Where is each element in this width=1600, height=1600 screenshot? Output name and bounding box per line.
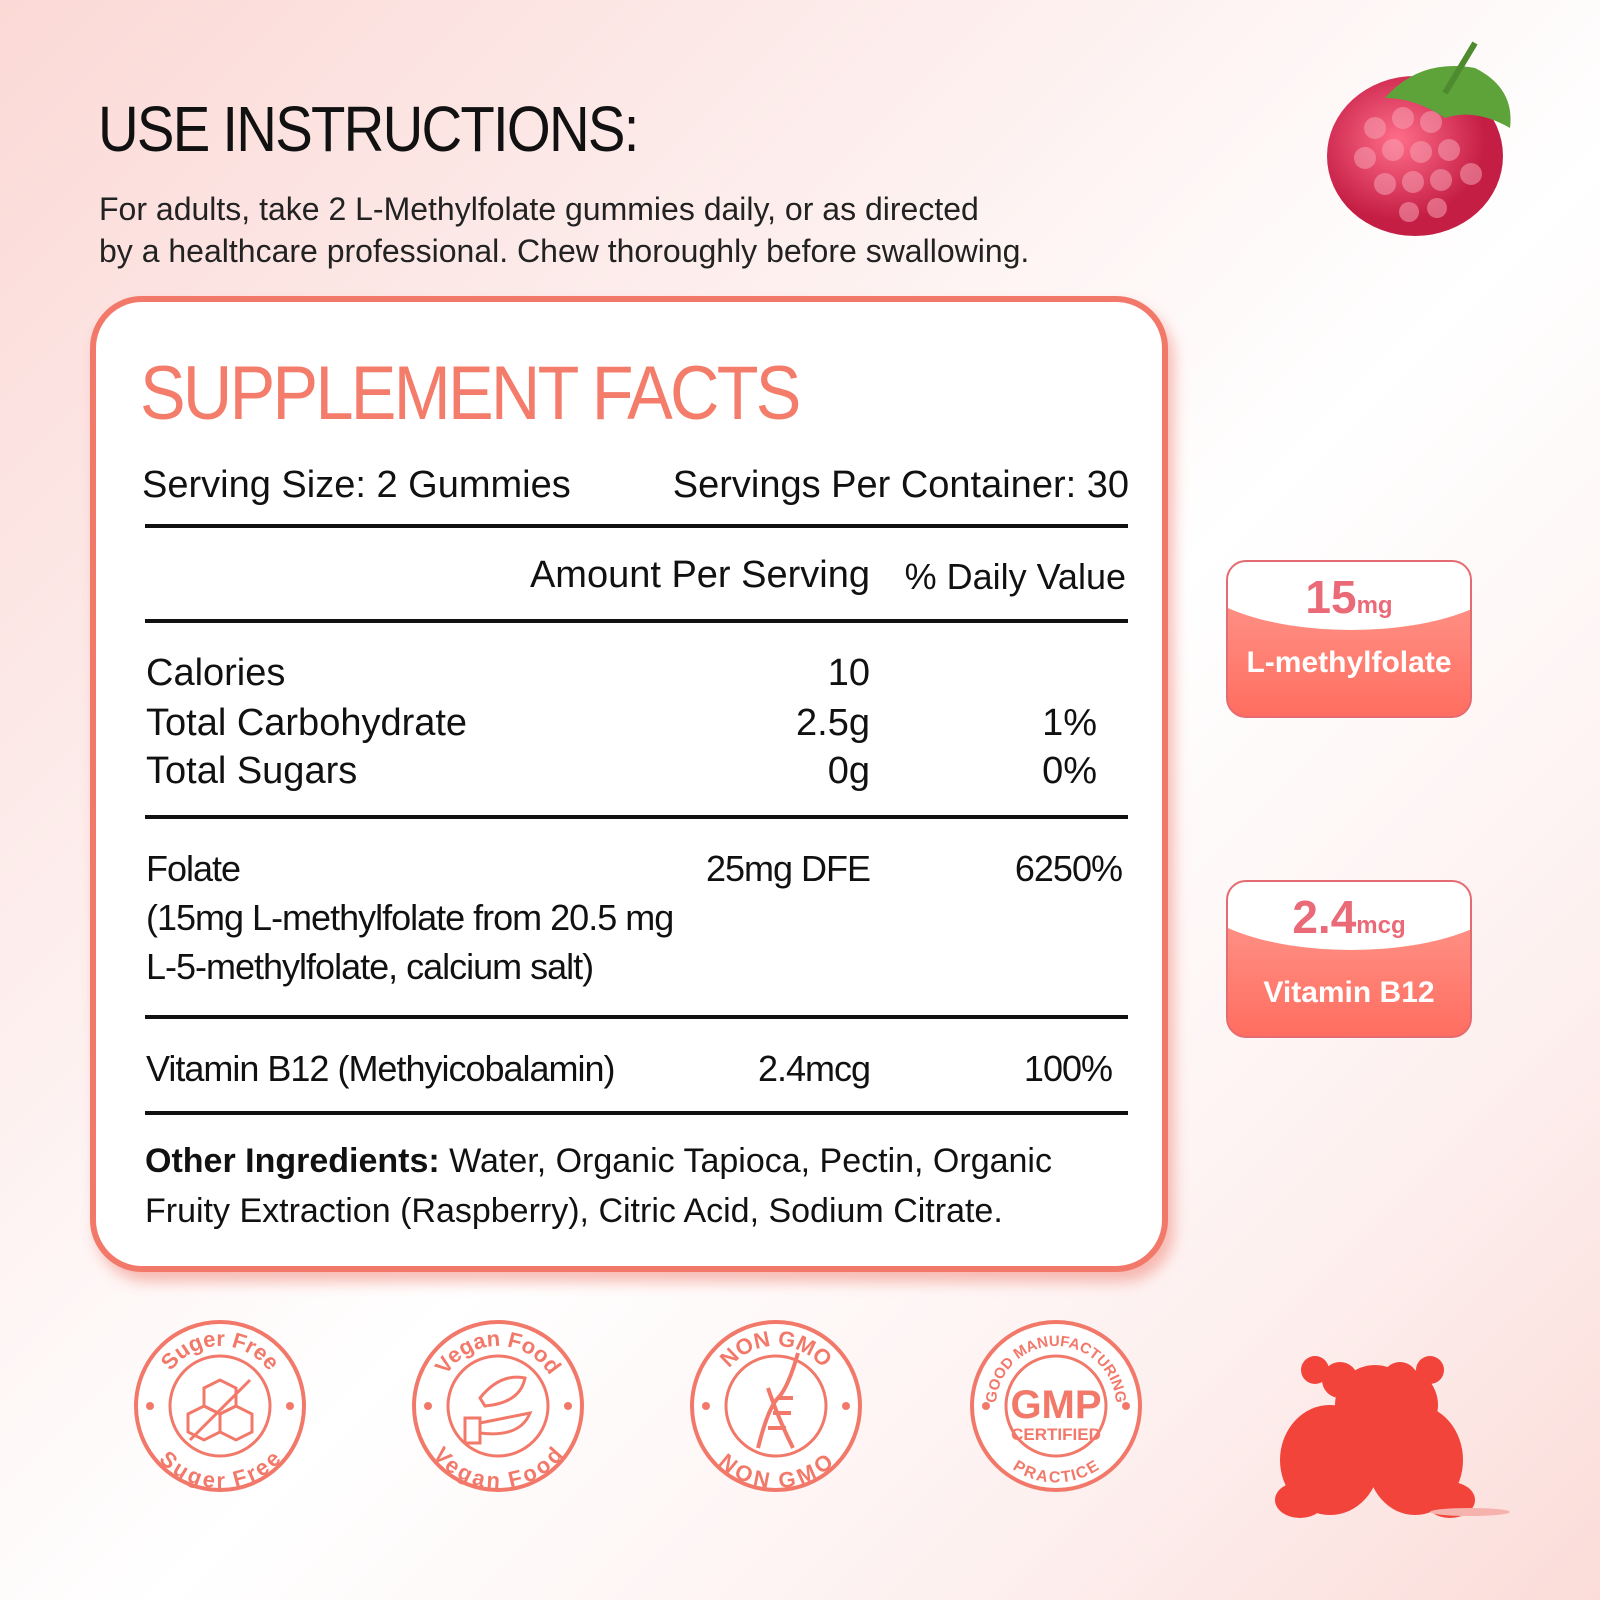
raspberry-image: [1327, 41, 1511, 236]
servings-per-container: Servings Per Container: 30: [672, 464, 1129, 506]
other-ingredients-text: Fruity Extraction (Raspberry), Citric Ac…: [145, 1192, 1003, 1230]
other-ingredients-label: Other Ingredients:: [145, 1142, 440, 1180]
row-dv: 0%: [1042, 750, 1097, 792]
folate-dv: 6250%: [1014, 848, 1123, 889]
instructions-line: by a healthcare professional. Chew thoro…: [99, 233, 1030, 269]
divider: [145, 524, 1128, 528]
row-label: Total Carbohydrate: [146, 702, 468, 744]
amount-header: Amount Per Serving: [529, 554, 870, 596]
row-label: Total Sugars: [146, 750, 358, 792]
badge-dna: NON GMO NON GMO: [688, 1318, 864, 1494]
callout-label: L-methylfolate: [1246, 646, 1452, 679]
callout-l-methylfolate: 15mg L-methylfolate: [1226, 560, 1472, 718]
row-amount: 10: [827, 652, 870, 694]
badge-sugar-cube-crossed: Suger Free Suger Free: [132, 1318, 308, 1494]
leaf-hand-icon: [463, 1375, 533, 1445]
row-dv: 1%: [1042, 702, 1097, 744]
supplement-facts-panel: [90, 296, 1168, 1272]
divider: [145, 815, 1128, 819]
folate-detail: (15mg L-methylfolate from 20.5 mg: [146, 897, 674, 938]
row-amount: 2.5g: [796, 702, 870, 744]
page-title: USE INSTRUCTIONS:: [98, 93, 639, 165]
gummy-bears-image: [1275, 1356, 1510, 1518]
divider: [145, 1015, 1128, 1019]
serving-size: Serving Size: 2 Gummies: [142, 464, 571, 506]
callout-vitamin-b12: 2.4mcg Vitamin B12: [1226, 880, 1472, 1038]
gmp-text: GMP: [1010, 1383, 1101, 1427]
folate-label: Folate: [146, 848, 241, 889]
divider: [145, 619, 1128, 623]
row-label: Calories: [146, 652, 286, 694]
badge-leaf-hand: Vegan Food Vegan Food: [410, 1318, 586, 1494]
callout-value: 15mg: [1305, 571, 1393, 623]
other-ingredients: Other Ingredients: Water, Organic Tapioc…: [145, 1136, 1052, 1236]
facts-title: SUPPLEMENT FACTS: [140, 351, 801, 436]
b12-dv: 100%: [1023, 1048, 1113, 1089]
instructions-line: For adults, take 2 L-Methylfolate gummie…: [99, 191, 979, 227]
callout-value: 2.4mcg: [1292, 891, 1406, 943]
divider: [145, 1111, 1128, 1115]
badge-gmp: GOOD MANUFACTURING PRACTICE GMP CERTIFIED: [968, 1318, 1144, 1494]
dna-icon: [756, 1352, 800, 1449]
sugar-cube-crossed-icon: [186, 1378, 254, 1442]
certified-text: CERTIFIED: [1011, 1425, 1101, 1444]
b12-amount: 2.4mcg: [757, 1048, 871, 1089]
daily-value-header: % Daily Value: [904, 556, 1126, 597]
callout-label: Vitamin B12: [1263, 976, 1435, 1009]
folate-amount: 25mg DFE: [705, 848, 871, 889]
row-amount: 0g: [827, 750, 870, 792]
b12-label: Vitamin B12 (Methyicobalamin): [146, 1048, 616, 1089]
instructions-text: For adults, take 2 L-Methylfolate gummie…: [99, 188, 1029, 272]
other-ingredients-text: Water, Organic Tapioca, Pectin, Organic: [439, 1142, 1052, 1180]
folate-detail: L-5-methylfolate, calcium salt): [146, 946, 594, 987]
